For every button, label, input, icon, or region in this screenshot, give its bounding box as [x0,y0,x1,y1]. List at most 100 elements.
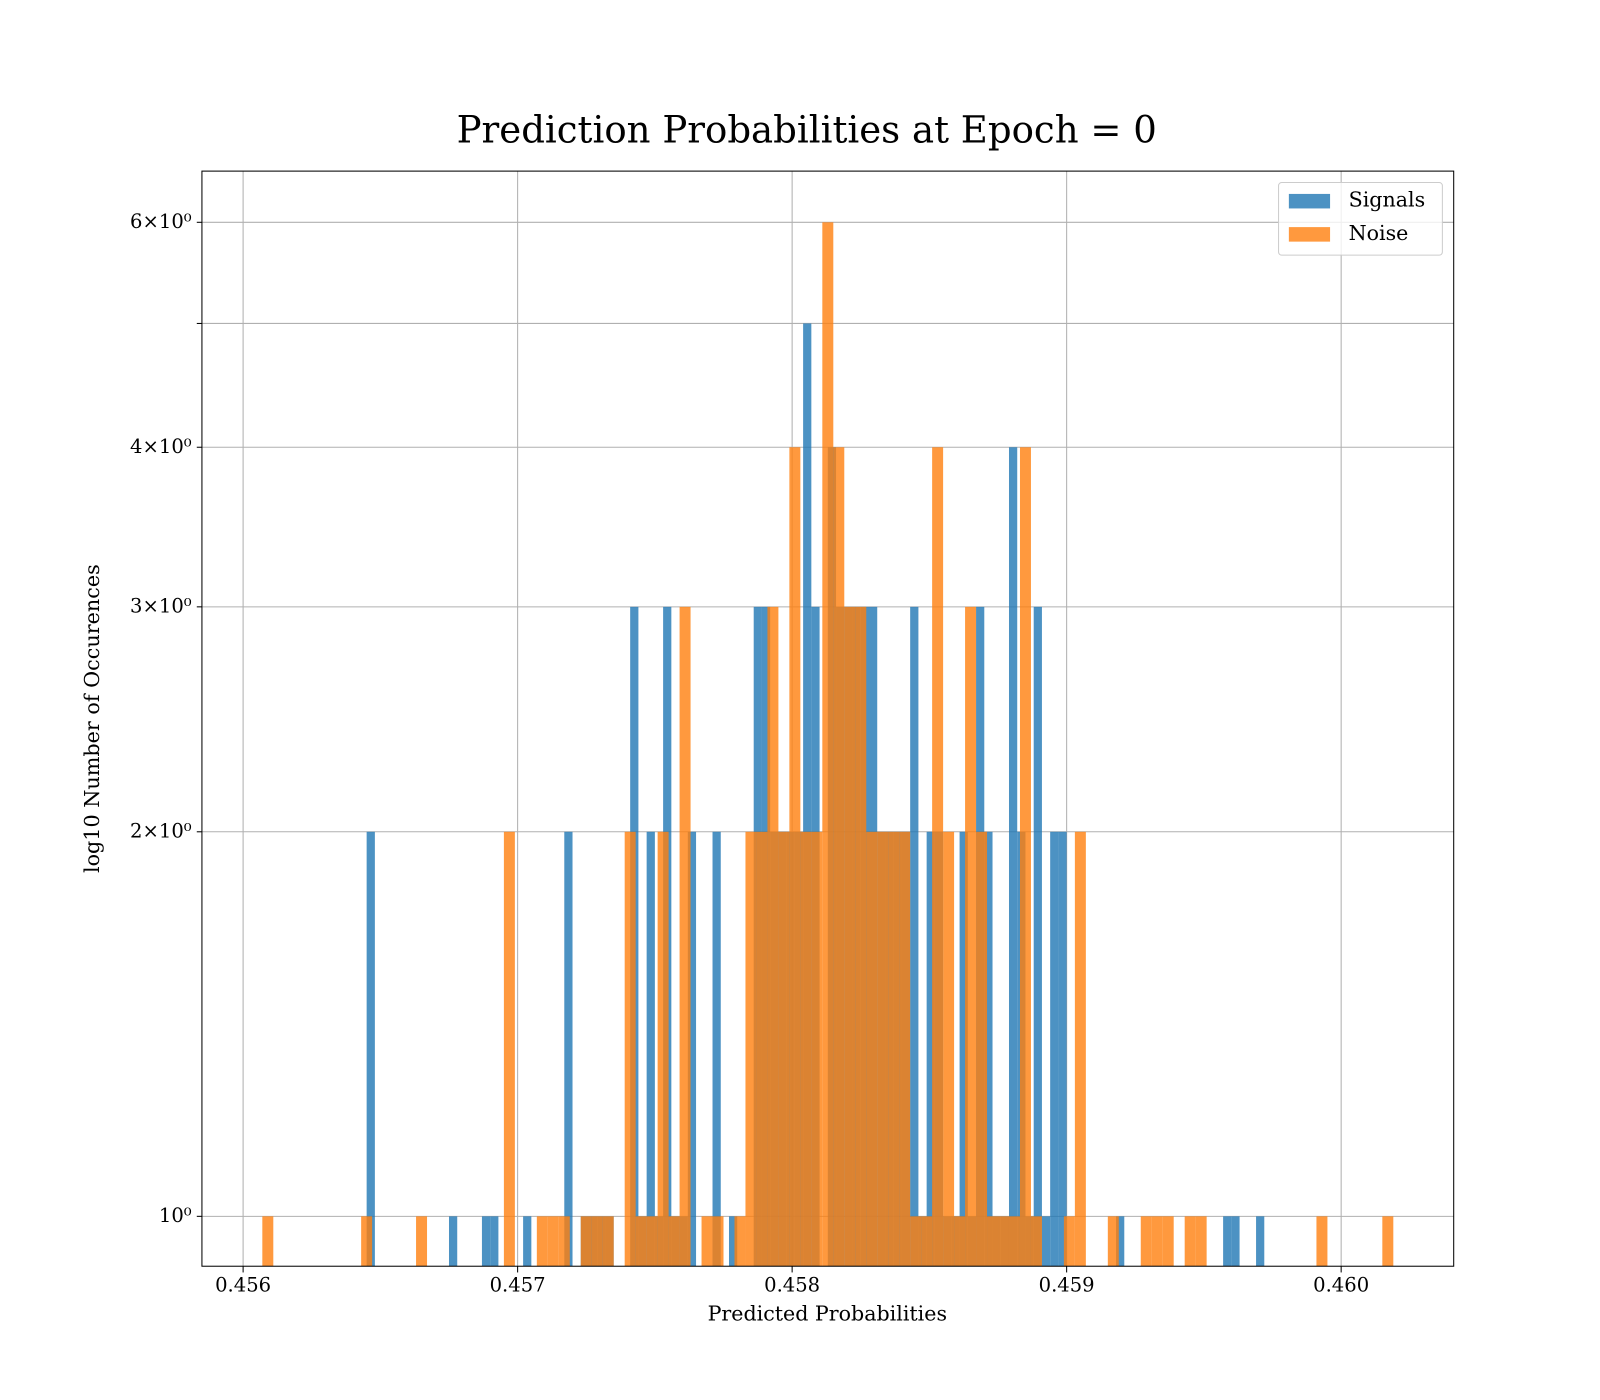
bar [1316,1216,1328,1267]
bar [811,831,823,1267]
bar [1050,831,1059,1267]
bar [481,1216,491,1267]
bar [416,1216,428,1267]
bar [778,831,790,1267]
bar [926,831,935,1267]
bar [1041,1216,1051,1267]
bar [855,606,867,1267]
x-tick-label: 0.459 [1039,1273,1095,1296]
bar [1008,1216,1020,1267]
bar [712,831,721,1267]
bar [1231,1216,1240,1267]
bar [1195,1216,1207,1267]
bar [712,1216,724,1267]
legend-label: Noise [1349,221,1409,245]
y-tick-label: 6×10⁰ [130,210,192,233]
bar [987,1216,999,1267]
y-tick-label: 2×10⁰ [130,819,192,842]
bar [965,606,977,1267]
bar [976,831,988,1267]
bar [954,1216,966,1267]
bar [822,222,834,1267]
y-tick-label: 4×10⁰ [130,435,192,458]
bar [646,1216,658,1267]
legend-label: Signals [1349,188,1426,212]
bar [888,831,900,1267]
x-axis-label: Predicted Probabilities [708,1301,947,1325]
bar [1058,831,1067,1267]
bar [657,831,669,1267]
bar [262,1216,274,1267]
bar [1107,1216,1119,1267]
y-tick-label: 3×10⁰ [130,594,192,617]
ticks: 0.456 0.457 0.458 0.459 0.460 10⁰ 2×10⁰ 3×10⁰ 4×… [130,210,1369,1297]
bar [1074,831,1086,1267]
bar [646,831,655,1267]
bar [668,1216,680,1267]
bar [910,606,919,1267]
bar [1019,447,1031,1267]
bar [789,447,801,1267]
legend: Signals Noise [1278,182,1443,256]
bar [959,831,968,1267]
bar [635,1216,647,1267]
chart-title: Prediction Probabilities at Epoch = 0 [457,107,1157,151]
bar [803,323,812,1267]
bar [602,1216,614,1267]
bar [1223,1216,1232,1267]
plot-frame [201,170,1455,1267]
x-tick-label: 0.460 [1313,1273,1369,1296]
bar [1256,1216,1265,1267]
bar [701,1216,713,1267]
bar [800,831,812,1267]
x-tick-label: 0.456 [215,1273,271,1296]
bar [361,1216,373,1267]
bars [262,222,1394,1267]
bar [1116,1216,1125,1267]
bar [1030,1216,1042,1267]
bar [1151,1216,1163,1267]
bar [564,831,573,1267]
bar [833,447,845,1267]
legend-swatch [1288,193,1331,209]
legend-swatch [1288,227,1331,242]
bar [1162,1216,1174,1267]
bar [1033,606,1042,1267]
bar [624,831,636,1267]
bar [687,831,697,1267]
bar [844,606,856,1267]
y-tick-label: 10⁰ [159,1204,192,1227]
bar [1184,1216,1196,1267]
bar [503,831,515,1267]
bar [728,1216,738,1267]
bar [745,831,757,1267]
bar [558,1216,570,1267]
bar [984,831,993,1267]
bar [1063,1216,1075,1267]
bar [910,1216,922,1267]
bar [1008,447,1018,1267]
bar [448,1216,458,1267]
bar [943,831,955,1267]
x-tick-label: 0.458 [764,1273,820,1296]
bar [998,1216,1009,1267]
bar [1382,1216,1394,1267]
bar [767,606,779,1267]
bar [490,1216,499,1267]
bar [536,1216,548,1267]
bar [932,447,944,1267]
bar [366,831,375,1267]
x-tick-label: 0.457 [490,1273,546,1296]
bar [679,606,691,1267]
bar [756,831,768,1267]
bar [591,1216,603,1267]
bar [580,1216,592,1267]
bar [877,831,889,1267]
bar [547,1216,559,1267]
y-axis-label: log10 Number of Occurences [80,564,104,873]
bar [734,1216,746,1267]
bar [866,831,878,1267]
bar [1140,1216,1152,1267]
bar [921,1216,933,1267]
